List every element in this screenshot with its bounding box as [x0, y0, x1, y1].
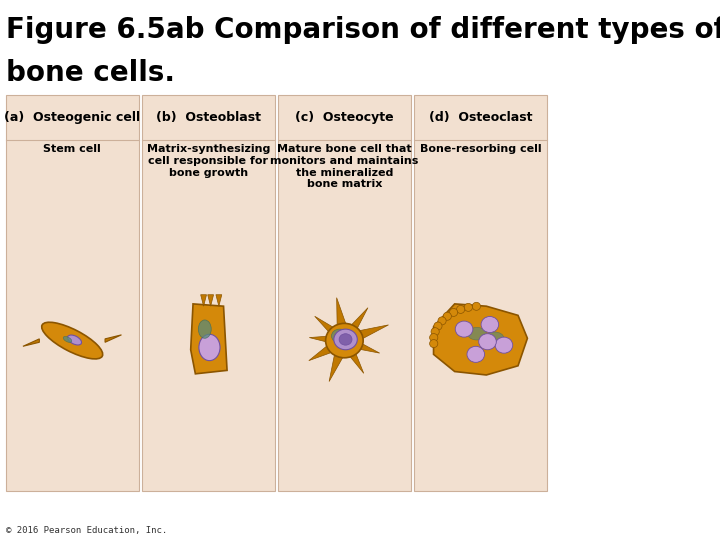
Text: Bone-resorbing cell: Bone-resorbing cell	[420, 145, 541, 154]
Ellipse shape	[199, 334, 220, 361]
Text: Stem cell: Stem cell	[43, 145, 101, 154]
Polygon shape	[337, 298, 351, 342]
Text: © 2016 Pearson Education, Inc.: © 2016 Pearson Education, Inc.	[6, 525, 167, 535]
Text: bone cells.: bone cells.	[6, 59, 174, 87]
Polygon shape	[201, 295, 207, 306]
Ellipse shape	[334, 329, 357, 350]
Ellipse shape	[42, 322, 103, 359]
Polygon shape	[191, 304, 227, 374]
Text: Matrix-synthesizing
cell responsible for
bone growth: Matrix-synthesizing cell responsible for…	[147, 145, 270, 178]
Polygon shape	[310, 335, 345, 346]
Ellipse shape	[467, 327, 486, 340]
FancyBboxPatch shape	[6, 94, 139, 491]
FancyBboxPatch shape	[142, 94, 275, 491]
Ellipse shape	[331, 329, 348, 343]
Polygon shape	[433, 304, 528, 375]
Polygon shape	[315, 316, 348, 345]
Ellipse shape	[472, 302, 480, 310]
Ellipse shape	[430, 340, 438, 348]
Polygon shape	[339, 338, 364, 373]
Ellipse shape	[434, 322, 442, 330]
Ellipse shape	[495, 337, 513, 353]
Ellipse shape	[325, 323, 363, 358]
Ellipse shape	[449, 308, 458, 316]
Ellipse shape	[444, 312, 451, 320]
Ellipse shape	[485, 332, 504, 345]
Ellipse shape	[68, 335, 81, 345]
Polygon shape	[207, 295, 214, 306]
Polygon shape	[23, 339, 40, 346]
FancyBboxPatch shape	[414, 94, 547, 491]
Ellipse shape	[431, 328, 439, 336]
Text: (c)  Osteocyte: (c) Osteocyte	[295, 111, 394, 124]
Ellipse shape	[63, 336, 72, 342]
Ellipse shape	[430, 334, 438, 342]
Ellipse shape	[339, 334, 352, 345]
Text: (b)  Osteoblast: (b) Osteoblast	[156, 111, 261, 124]
Polygon shape	[309, 335, 348, 361]
FancyBboxPatch shape	[278, 94, 411, 491]
Text: (d)  Osteoclast: (d) Osteoclast	[428, 111, 532, 124]
Text: (a)  Osteogenic cell: (a) Osteogenic cell	[4, 111, 140, 124]
Text: Mature bone cell that
monitors and maintains
the mineralized
bone matrix: Mature bone cell that monitors and maint…	[270, 145, 418, 189]
Ellipse shape	[481, 316, 499, 333]
Polygon shape	[342, 325, 389, 347]
Polygon shape	[343, 335, 379, 353]
Polygon shape	[216, 295, 222, 306]
Ellipse shape	[467, 346, 485, 362]
Ellipse shape	[198, 320, 211, 338]
Ellipse shape	[456, 306, 464, 313]
Ellipse shape	[438, 317, 446, 325]
Polygon shape	[340, 308, 368, 344]
Text: Figure 6.5ab Comparison of different types of: Figure 6.5ab Comparison of different typ…	[6, 16, 720, 44]
Ellipse shape	[464, 303, 472, 312]
Ellipse shape	[455, 321, 473, 337]
Ellipse shape	[479, 334, 496, 350]
Polygon shape	[105, 335, 122, 342]
Polygon shape	[329, 338, 351, 382]
